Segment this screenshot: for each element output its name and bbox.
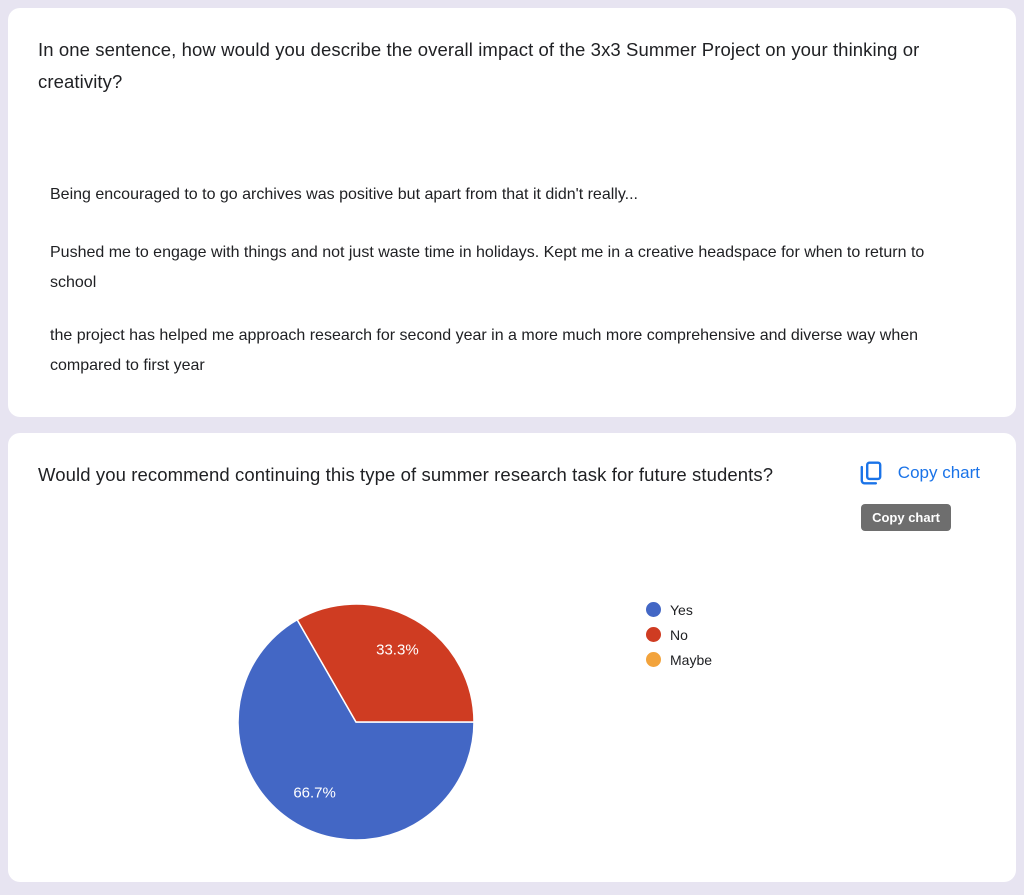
legend-dot (646, 602, 661, 617)
question-title-recommend: Would you recommend continuing this type… (38, 464, 774, 485)
chart-legend: Yes No Maybe (646, 597, 712, 672)
copy-chart-button[interactable]: Copy chart (858, 460, 980, 486)
legend-item-maybe: Maybe (646, 647, 712, 672)
text-responses-card: In one sentence, how would you describe … (8, 8, 1016, 417)
legend-label: No (670, 626, 688, 643)
response-item: the project has helped me approach resea… (50, 327, 919, 374)
legend-label: Yes (670, 601, 693, 618)
copy-chart-tooltip: Copy chart (861, 504, 951, 531)
pie-slice-label: 33.3% (376, 641, 419, 658)
question-title-impact: In one sentence, how would you describe … (38, 39, 920, 92)
legend-item-no: No (646, 622, 712, 647)
pie-chart: 66.7% 33.3% (237, 603, 475, 841)
copy-chart-label: Copy chart (897, 463, 980, 482)
pie-slice-yes (237, 618, 475, 841)
pie-slice-no (296, 603, 475, 723)
legend-dot (646, 627, 661, 642)
response-item: Pushed me to engage with things and not … (50, 244, 925, 291)
response-item: Being encouraged to to go archives was p… (50, 186, 638, 203)
legend-item-yes: Yes (646, 597, 712, 622)
copy-icon (858, 460, 884, 486)
pie-chart-card: Would you recommend continuing this type… (8, 433, 1016, 882)
legend-dot (646, 652, 661, 667)
pie-slice-label: 66.7% (293, 784, 336, 801)
legend-label: Maybe (670, 651, 713, 668)
